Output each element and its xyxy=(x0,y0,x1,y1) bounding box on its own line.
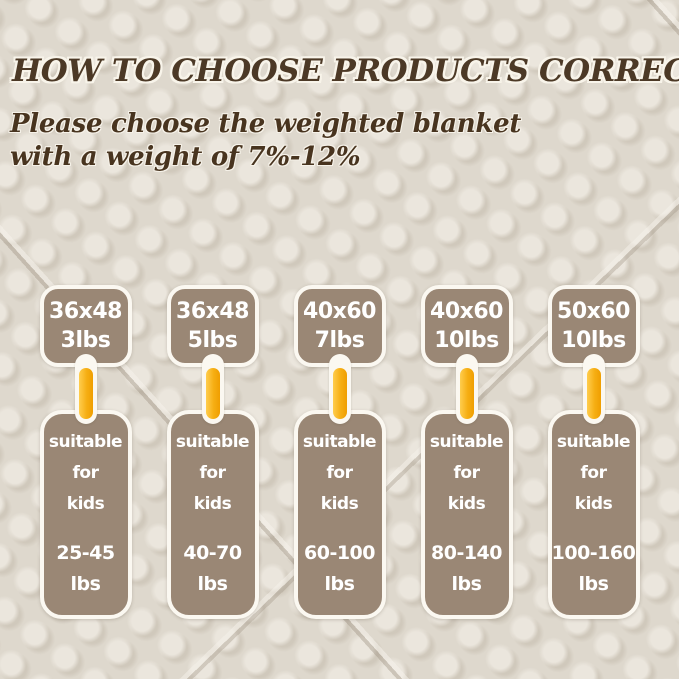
size-weight-box: 36x48 3lbs xyxy=(39,285,132,367)
suitability-box: suitable for kids 100-160 lbs xyxy=(547,410,640,619)
size-label: 36x48 xyxy=(49,298,122,324)
suitable-for-kids-label: suitable for kids xyxy=(48,432,123,514)
suitability-box: suitable for kids 60-100 lbs xyxy=(293,410,386,619)
infographic-content: HOW TO CHOOSE PRODUCTS CORRECTLY Please … xyxy=(0,52,679,619)
connector-bar xyxy=(459,368,474,419)
down-connector-pin-icon xyxy=(582,354,605,424)
weight-range-label: 25-45 lbs xyxy=(56,542,115,595)
suitable-for-kids-label: suitable for kids xyxy=(175,432,250,514)
size-weight-box: 36x48 5lbs xyxy=(166,285,259,367)
size-option-column-3: 40x60 7lbs suitable for kids 60-100 lbs xyxy=(293,285,386,619)
down-connector-pin-icon xyxy=(328,354,351,424)
size-label: 40x60 xyxy=(430,298,503,324)
connector-bar xyxy=(78,368,93,419)
size-option-column-4: 40x60 10lbs suitable for kids 80-140 lbs xyxy=(420,285,513,619)
suitable-for-kids-label: suitable for kids xyxy=(302,432,377,514)
size-option-column-5: 50x60 10lbs suitable for kids 100-160 lb… xyxy=(547,285,640,619)
down-connector-pin-icon xyxy=(201,354,224,424)
weight-range-label: 80-140 lbs xyxy=(431,542,503,595)
suitability-box: suitable for kids 40-70 lbs xyxy=(166,410,259,619)
size-label: 50x60 xyxy=(557,298,630,324)
size-option-column-2: 36x48 5lbs suitable for kids 40-70 lbs xyxy=(166,285,259,619)
weight-label: 3lbs xyxy=(60,328,111,353)
weight-label: 5lbs xyxy=(187,328,238,353)
size-weight-box: 40x60 7lbs xyxy=(293,285,386,367)
suitability-box: suitable for kids 80-140 lbs xyxy=(420,410,513,619)
weight-range-label: 40-70 lbs xyxy=(183,542,242,595)
suitable-for-kids-label: suitable for kids xyxy=(429,432,504,514)
down-connector-pin-icon xyxy=(74,354,97,424)
size-label: 40x60 xyxy=(303,298,376,324)
weight-label: 10lbs xyxy=(561,328,626,353)
weight-label: 7lbs xyxy=(314,328,365,353)
connector-bar xyxy=(332,368,347,419)
size-guide-columns: 36x48 3lbs suitable for kids 25-45 lbs xyxy=(0,285,679,619)
suitability-box: suitable for kids 25-45 lbs xyxy=(39,410,132,619)
size-label: 36x48 xyxy=(176,298,249,324)
page-title: HOW TO CHOOSE PRODUCTS CORRECTLY xyxy=(12,53,679,89)
size-option-column-1: 36x48 3lbs suitable for kids 25-45 lbs xyxy=(39,285,132,619)
subtitle: Please choose the weighted blanket with … xyxy=(10,108,667,175)
suitable-for-kids-label: suitable for kids xyxy=(556,432,631,514)
size-weight-box: 50x60 10lbs xyxy=(547,285,640,367)
down-connector-pin-icon xyxy=(455,354,478,424)
connector-bar xyxy=(205,368,220,419)
connector-bar xyxy=(586,368,601,419)
subtitle-line-1: Please choose the weighted blanket xyxy=(10,108,522,139)
weight-range-label: 60-100 lbs xyxy=(304,542,376,595)
weight-label: 10lbs xyxy=(434,328,499,353)
subtitle-line-2: with a weight of 7%-12% xyxy=(10,142,361,173)
weight-range-label: 100-160 lbs xyxy=(551,542,636,595)
